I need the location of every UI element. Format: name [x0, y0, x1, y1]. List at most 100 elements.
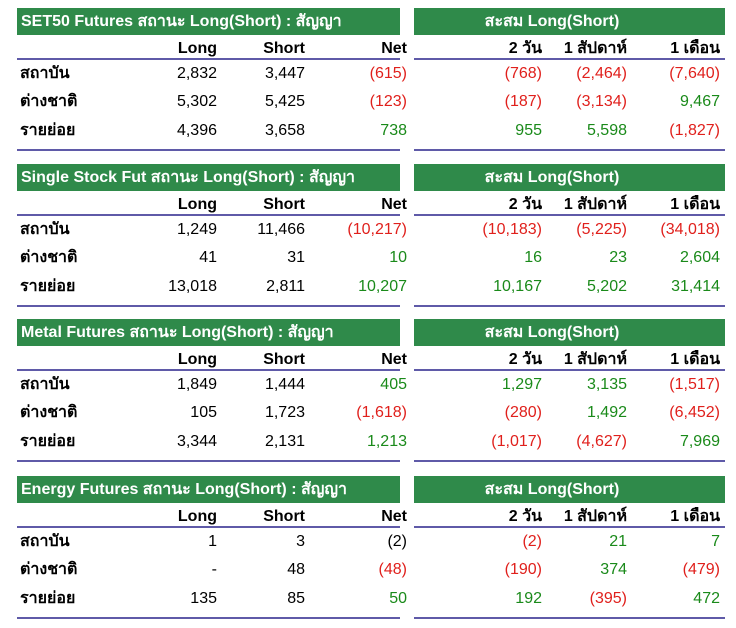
- cell-net: (2): [387, 533, 407, 550]
- cell-short: 2,131: [264, 433, 305, 450]
- cell-short: 3,447: [264, 65, 305, 82]
- row-label: รายย่อย: [20, 590, 76, 607]
- row-label: สถาบัน: [20, 221, 70, 238]
- section-bottom-divider: [414, 149, 725, 151]
- cell-m1: (1,827): [669, 122, 720, 139]
- cell-long: 1,249: [176, 221, 217, 238]
- column-header-m1: 1 เดือน: [670, 40, 720, 57]
- cell-short: 48: [287, 561, 305, 578]
- cell-short: 5,425: [264, 93, 305, 110]
- row-label: ต่างชาติ: [20, 561, 78, 578]
- futures-section: Energy Futures สถานะ Long(Short) : สัญญา…: [17, 476, 725, 626]
- cell-w2: (190): [504, 561, 542, 578]
- cell-long: 1,849: [176, 376, 217, 393]
- cell-w2: (280): [504, 404, 542, 421]
- cell-m1: (479): [682, 561, 720, 578]
- cell-w1: 3,135: [586, 376, 627, 393]
- cell-m1: 9,467: [679, 93, 720, 110]
- section-bottom-divider: [414, 305, 725, 307]
- cell-w1: 5,202: [586, 278, 627, 295]
- cell-w1: 5,598: [586, 122, 627, 139]
- column-header-net: Net: [381, 196, 407, 213]
- header-divider: [414, 58, 725, 60]
- cell-m1: 472: [693, 590, 720, 607]
- column-header-net: Net: [381, 508, 407, 525]
- row-label: รายย่อย: [20, 122, 76, 139]
- row-label: รายย่อย: [20, 433, 76, 450]
- cell-short: 1,723: [264, 404, 305, 421]
- cell-net: (615): [369, 65, 407, 82]
- column-header-long: Long: [177, 351, 217, 368]
- cell-w1: 374: [600, 561, 627, 578]
- table-row: รายย่อย 13,018 2,811 10,207 10,167 5,202 31,41…: [17, 273, 725, 301]
- row-label: ต่างชาติ: [20, 404, 78, 421]
- table-row: สถาบัน 2,832 3,447 (615) (768) (2,464) (7,640): [17, 60, 725, 88]
- futures-section: Single Stock Fut สถานะ Long(Short) : สัญ…: [17, 164, 725, 314]
- cell-w2: (187): [504, 93, 542, 110]
- column-header-row: Long Short Net 2 วัน 1 สัปดาห์ 1 เดือน: [17, 35, 725, 63]
- cell-m1: (6,452): [669, 404, 720, 421]
- accumulated-title: สะสม Long(Short): [414, 8, 725, 35]
- row-label: สถาบัน: [20, 65, 70, 82]
- table-row: สถาบัน 1 3 (2) (2) 21 7: [17, 528, 725, 556]
- section-bottom-divider: [414, 617, 725, 619]
- row-label: รายย่อย: [20, 278, 76, 295]
- section-title: Metal Futures สถานะ Long(Short) : สัญญา: [17, 319, 400, 346]
- header-divider: [17, 369, 400, 371]
- column-header-m1: 1 เดือน: [670, 351, 720, 368]
- cell-short: 2,811: [266, 278, 305, 295]
- cell-long: 41: [199, 249, 217, 266]
- header-divider: [17, 214, 400, 216]
- column-header-row: Long Short Net 2 วัน 1 สัปดาห์ 1 เดือน: [17, 346, 725, 374]
- header-divider: [17, 58, 400, 60]
- column-header-w1: 1 สัปดาห์: [563, 196, 627, 213]
- row-label: ต่างชาติ: [20, 93, 78, 110]
- header-divider: [414, 214, 725, 216]
- cell-w1: (2,464): [576, 65, 627, 82]
- cell-w1: 1,492: [586, 404, 627, 421]
- cell-net: 10,207: [358, 278, 407, 295]
- cell-w2: 16: [524, 249, 542, 266]
- cell-long: -: [211, 561, 217, 578]
- column-header-w1: 1 สัปดาห์: [563, 351, 627, 368]
- section-bottom-divider: [17, 149, 400, 151]
- section-bottom-divider: [17, 617, 400, 619]
- cell-w1: (4,627): [576, 433, 627, 450]
- table-row: ต่างชาติ 41 31 10 16 23 2,604: [17, 244, 725, 272]
- section-bottom-divider: [17, 305, 400, 307]
- column-header-short: Short: [263, 351, 305, 368]
- column-header-m1: 1 เดือน: [670, 196, 720, 213]
- cell-short: 31: [287, 249, 305, 266]
- header-divider: [414, 526, 725, 528]
- row-label: สถาบัน: [20, 376, 70, 393]
- cell-long: 5,302: [176, 93, 217, 110]
- cell-long: 13,018: [168, 278, 217, 295]
- section-title: Energy Futures สถานะ Long(Short) : สัญญา: [17, 476, 400, 503]
- column-header-row: Long Short Net 2 วัน 1 สัปดาห์ 1 เดือน: [17, 191, 725, 219]
- table-row: สถาบัน 1,849 1,444 405 1,297 3,135 (1,517): [17, 371, 725, 399]
- accumulated-title: สะสม Long(Short): [414, 319, 725, 346]
- cell-m1: (7,640): [669, 65, 720, 82]
- table-row: ต่างชาติ 5,302 5,425 (123) (187) (3,134) 9,467: [17, 88, 725, 116]
- column-header-long: Long: [177, 40, 217, 57]
- table-row: รายย่อย 135 85 50 192 (395) 472: [17, 585, 725, 613]
- column-header-long: Long: [177, 508, 217, 525]
- cell-net: 50: [389, 590, 407, 607]
- cell-w2: 955: [515, 122, 542, 139]
- column-header-short: Short: [263, 508, 305, 525]
- cell-short: 3,658: [264, 122, 305, 139]
- cell-long: 135: [190, 590, 217, 607]
- futures-section: SET50 Futures สถานะ Long(Short) : สัญญาส…: [17, 8, 725, 158]
- column-header-net: Net: [381, 351, 407, 368]
- cell-long: 2,832: [176, 65, 217, 82]
- cell-net: 10: [389, 249, 407, 266]
- table-row: รายย่อย 4,396 3,658 738 955 5,598 (1,827): [17, 117, 725, 145]
- section-bottom-divider: [414, 460, 725, 462]
- cell-w1: (5,225): [576, 221, 627, 238]
- column-header-net: Net: [381, 40, 407, 57]
- column-header-short: Short: [263, 40, 305, 57]
- cell-w1: 21: [609, 533, 627, 550]
- header-divider: [17, 526, 400, 528]
- column-header-short: Short: [263, 196, 305, 213]
- cell-m1: 2,604: [679, 249, 720, 266]
